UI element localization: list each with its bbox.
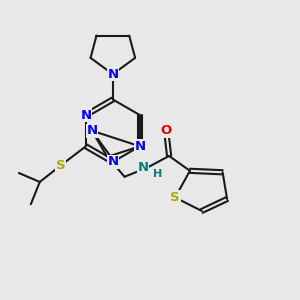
Text: O: O <box>160 124 172 137</box>
Text: H: H <box>153 169 162 179</box>
Text: N: N <box>138 161 149 174</box>
Text: N: N <box>80 109 92 122</box>
Text: S: S <box>170 191 180 204</box>
Text: N: N <box>107 155 118 168</box>
Text: N: N <box>107 68 118 81</box>
Text: N: N <box>134 140 146 153</box>
Text: S: S <box>56 159 65 172</box>
Text: N: N <box>86 124 98 137</box>
